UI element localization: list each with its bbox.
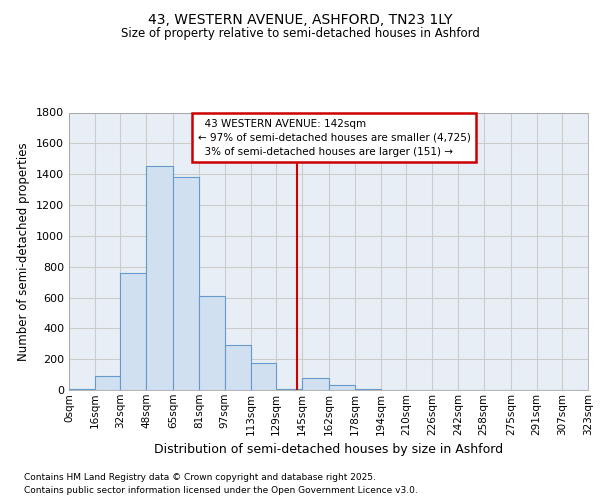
Text: 43 WESTERN AVENUE: 142sqm  
← 97% of semi-detached houses are smaller (4,725)
  : 43 WESTERN AVENUE: 142sqm ← 97% of semi-… <box>197 118 470 156</box>
Bar <box>146 166 173 390</box>
Bar <box>329 386 355 390</box>
Text: Contains HM Land Registry data © Crown copyright and database right 2025.: Contains HM Land Registry data © Crown c… <box>24 474 376 482</box>
Bar <box>355 389 381 390</box>
Bar <box>173 178 199 390</box>
Bar <box>251 363 276 390</box>
Text: 43, WESTERN AVENUE, ASHFORD, TN23 1LY: 43, WESTERN AVENUE, ASHFORD, TN23 1LY <box>148 12 452 26</box>
X-axis label: Distribution of semi-detached houses by size in Ashford: Distribution of semi-detached houses by … <box>154 443 503 456</box>
Bar <box>302 378 329 390</box>
Bar <box>225 344 251 390</box>
Text: Size of property relative to semi-detached houses in Ashford: Size of property relative to semi-detach… <box>121 28 479 40</box>
Y-axis label: Number of semi-detached properties: Number of semi-detached properties <box>17 142 31 360</box>
Bar <box>276 389 302 390</box>
Bar <box>199 296 225 390</box>
Bar <box>121 273 146 390</box>
Bar <box>69 389 95 390</box>
Text: Contains public sector information licensed under the Open Government Licence v3: Contains public sector information licen… <box>24 486 418 495</box>
Bar <box>95 376 121 390</box>
